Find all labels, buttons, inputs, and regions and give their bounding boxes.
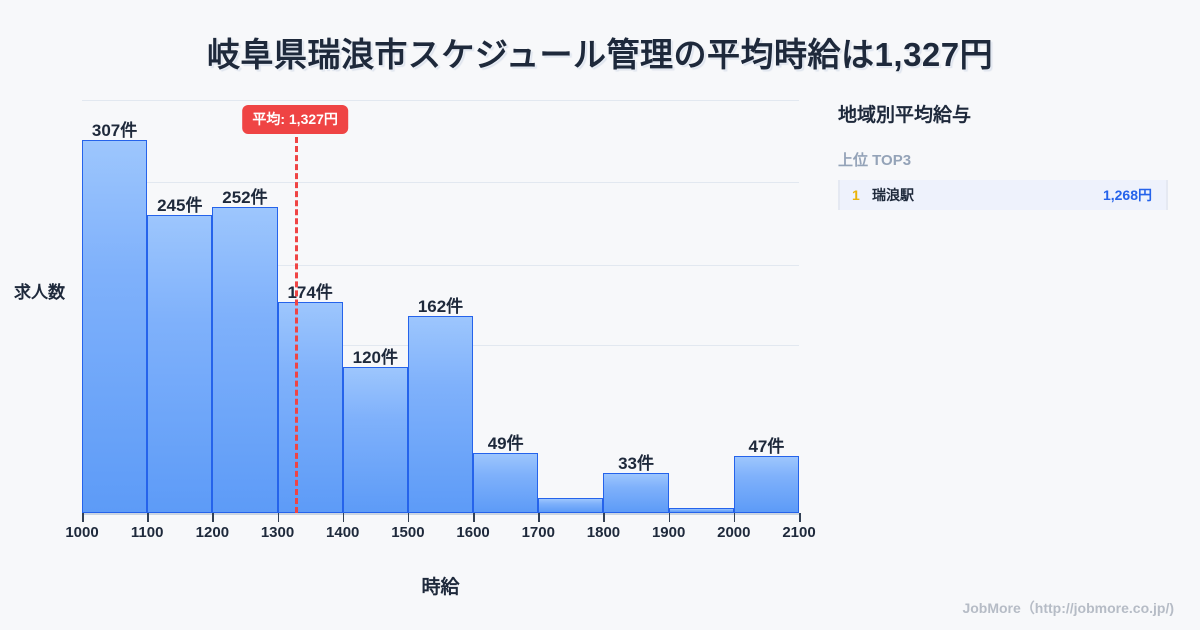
x-tick-label: 1700 <box>521 524 555 541</box>
x-tick <box>603 513 605 522</box>
bar-value-label: 33件 <box>618 453 654 473</box>
bar <box>538 498 604 513</box>
bar <box>147 215 213 513</box>
x-axis-baseline <box>82 513 799 515</box>
bar <box>668 508 734 513</box>
x-tick <box>538 513 540 522</box>
rank-number: 1 <box>852 187 860 203</box>
gridline-0 <box>82 100 799 101</box>
x-tick <box>473 513 475 522</box>
rank-area-name: 瑞浪駅 <box>872 187 914 203</box>
plot-area <box>82 100 799 513</box>
gridline-1 <box>82 182 799 183</box>
bar <box>212 206 278 513</box>
x-tick-label: 1100 <box>130 524 164 541</box>
bar-value-label: 174件 <box>287 282 333 302</box>
bar <box>603 472 669 513</box>
x-tick <box>82 513 84 522</box>
bar-value-label: 252件 <box>222 187 268 207</box>
bar <box>407 316 474 513</box>
x-tick <box>277 513 280 522</box>
rank-salary-value: 1,268円 <box>1102 187 1152 203</box>
bar-value-label: 49件 <box>487 434 524 454</box>
x-tick-label: 1500 <box>391 524 425 541</box>
x-axis-title: 時給 <box>421 577 460 598</box>
x-tick-label: 1800 <box>586 524 621 541</box>
gridline-2 <box>82 265 799 266</box>
bar-value-label: 245件 <box>157 196 203 216</box>
bar <box>82 140 148 513</box>
x-tick-label: 1400 <box>326 524 360 541</box>
x-tick <box>407 513 410 522</box>
panel-subheading: 上位 TOP3 <box>838 152 912 169</box>
bar <box>277 301 343 513</box>
footer-credit: JobMore（http://jobmore.co.jp/) <box>962 600 1174 616</box>
x-tick <box>342 513 345 522</box>
bar-value-label: 162件 <box>417 297 464 317</box>
y-axis-title: 求人数 <box>14 283 65 302</box>
bar-value-label: 47件 <box>748 436 785 456</box>
bar-value-label: 120件 <box>352 348 398 368</box>
x-tick-label: 1900 <box>651 524 686 541</box>
x-tick <box>147 513 149 522</box>
x-tick <box>799 513 801 522</box>
average-line <box>295 128 299 513</box>
x-tick-label: 1300 <box>260 524 295 541</box>
bar <box>733 455 799 513</box>
bar <box>342 367 408 513</box>
ranking-row[interactable]: 1 瑞浪駅 1,268円 <box>840 180 1166 210</box>
x-tick <box>668 513 671 522</box>
x-tick-label: 1200 <box>195 524 230 541</box>
x-tick <box>212 513 214 522</box>
page-title: 岐阜県瑞浪市スケジュール管理の平均時給は1,327円 <box>206 36 994 73</box>
panel-heading: 地域別平均給与 <box>838 105 972 126</box>
x-tick-label: 2000 <box>717 524 751 541</box>
x-tick-label: 1600 <box>456 524 490 541</box>
ranking-list: 1 瑞浪駅 1,268円 <box>838 180 1168 210</box>
bar <box>473 453 539 513</box>
average-badge: 平均: 1,327円 <box>242 105 348 134</box>
regional-salary-panel: 地域別平均給与 上位 TOP3 1 瑞浪駅 1,268円 <box>838 100 1168 210</box>
x-tick-label: 1000 <box>65 524 99 541</box>
x-tick-label: 2100 <box>782 524 816 541</box>
x-tick <box>733 513 736 522</box>
bar-value-label: 307件 <box>91 121 138 141</box>
